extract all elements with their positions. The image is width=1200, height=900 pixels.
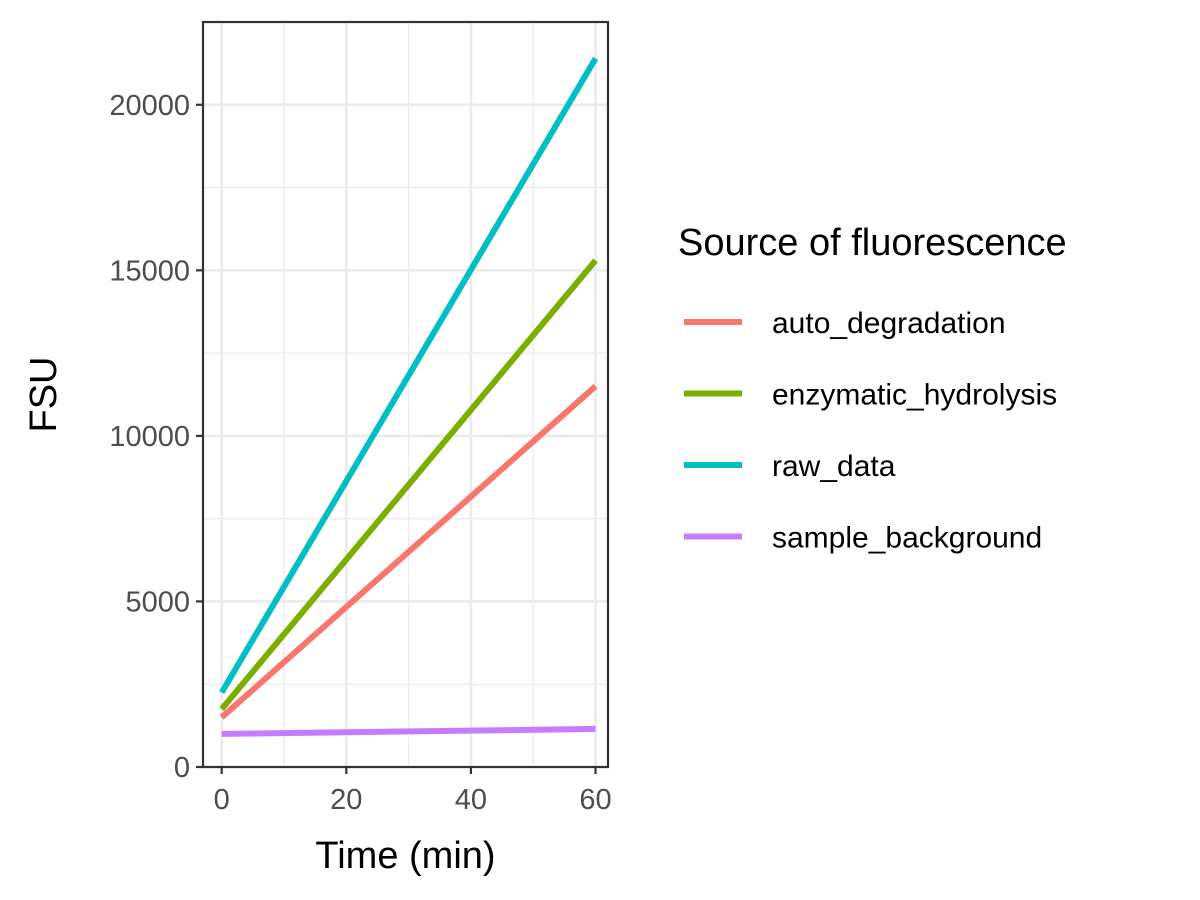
series-line-sample-background <box>221 725 596 737</box>
y-tick-label: 20000 <box>109 90 190 122</box>
plot-panel-border <box>201 20 610 769</box>
y-axis-tick-labels: 0 5000 10000 15000 20000 <box>109 90 190 784</box>
legend-items: auto_degradation enzymatic_hydrolysis raw_… <box>684 307 1057 555</box>
y-axis-title: FSU <box>23 357 65 433</box>
y-tick-label: 10000 <box>109 421 190 453</box>
x-tick-label: 0 <box>214 784 230 816</box>
x-tick-label: 60 <box>579 784 611 816</box>
axis-ticks <box>196 103 597 774</box>
x-axis-title: Time (min) <box>315 835 495 877</box>
y-tick-label: 15000 <box>109 255 190 287</box>
data-series <box>219 56 599 737</box>
x-tick-label: 40 <box>455 784 487 816</box>
x-tick-label: 20 <box>330 784 362 816</box>
legend-label-enzymatic-hydrolysis: enzymatic_hydrolysis <box>772 379 1057 412</box>
series-line-auto-degradation <box>219 383 598 720</box>
legend-label-raw-data: raw_data <box>772 450 896 483</box>
x-axis-tick-labels: 0 20 40 60 <box>214 784 612 816</box>
legend-label-auto-degradation: auto_degradation <box>772 307 1006 340</box>
grid-lines <box>203 22 608 769</box>
y-tick-label: 0 <box>174 752 190 784</box>
y-tick-label: 5000 <box>125 586 190 618</box>
legend-label-sample-background: sample_background <box>772 522 1042 555</box>
legend-title: Source of fluorescence <box>678 222 1067 264</box>
legend: Source of fluorescence auto_degradatione… <box>678 222 1067 555</box>
series-line-raw-data <box>219 56 599 695</box>
series-line-enzymatic-hydrolysis <box>219 258 598 711</box>
